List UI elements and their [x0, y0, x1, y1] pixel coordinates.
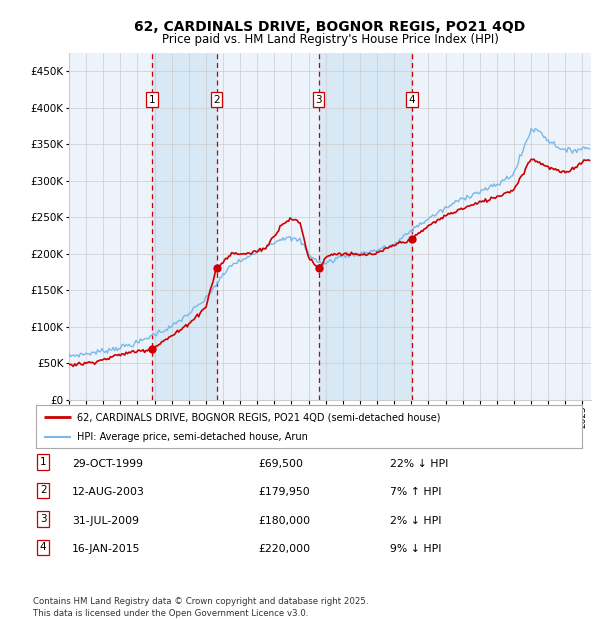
Text: 22% ↓ HPI: 22% ↓ HPI [390, 459, 448, 469]
Text: HPI: Average price, semi-detached house, Arun: HPI: Average price, semi-detached house,… [77, 432, 308, 441]
Text: Price paid vs. HM Land Registry's House Price Index (HPI): Price paid vs. HM Land Registry's House … [161, 33, 499, 46]
Text: 4: 4 [409, 95, 415, 105]
Text: 1: 1 [148, 95, 155, 105]
Text: 4: 4 [40, 542, 47, 552]
Bar [319, 53, 412, 400]
Bar [152, 53, 217, 400]
Text: 62, CARDINALS DRIVE, BOGNOR REGIS, PO21 4QD (semi-detached house): 62, CARDINALS DRIVE, BOGNOR REGIS, PO21 … [77, 412, 440, 422]
Text: 1: 1 [40, 457, 47, 467]
Text: 16-JAN-2015: 16-JAN-2015 [72, 544, 140, 554]
Text: £69,500: £69,500 [258, 459, 303, 469]
Text: £180,000: £180,000 [258, 516, 310, 526]
Text: 9% ↓ HPI: 9% ↓ HPI [390, 544, 442, 554]
Text: 7% ↑ HPI: 7% ↑ HPI [390, 487, 442, 497]
Text: 31-JUL-2009: 31-JUL-2009 [72, 516, 139, 526]
Text: 2% ↓ HPI: 2% ↓ HPI [390, 516, 442, 526]
Text: 2: 2 [213, 95, 220, 105]
Text: 12-AUG-2003: 12-AUG-2003 [72, 487, 145, 497]
Text: £179,950: £179,950 [258, 487, 310, 497]
Text: 29-OCT-1999: 29-OCT-1999 [72, 459, 143, 469]
Text: £220,000: £220,000 [258, 544, 310, 554]
Text: 3: 3 [40, 514, 47, 524]
Text: 62, CARDINALS DRIVE, BOGNOR REGIS, PO21 4QD: 62, CARDINALS DRIVE, BOGNOR REGIS, PO21 … [134, 20, 526, 34]
Text: Contains HM Land Registry data © Crown copyright and database right 2025.
This d: Contains HM Land Registry data © Crown c… [33, 596, 368, 618]
Text: 3: 3 [315, 95, 322, 105]
Text: 2: 2 [40, 485, 47, 495]
